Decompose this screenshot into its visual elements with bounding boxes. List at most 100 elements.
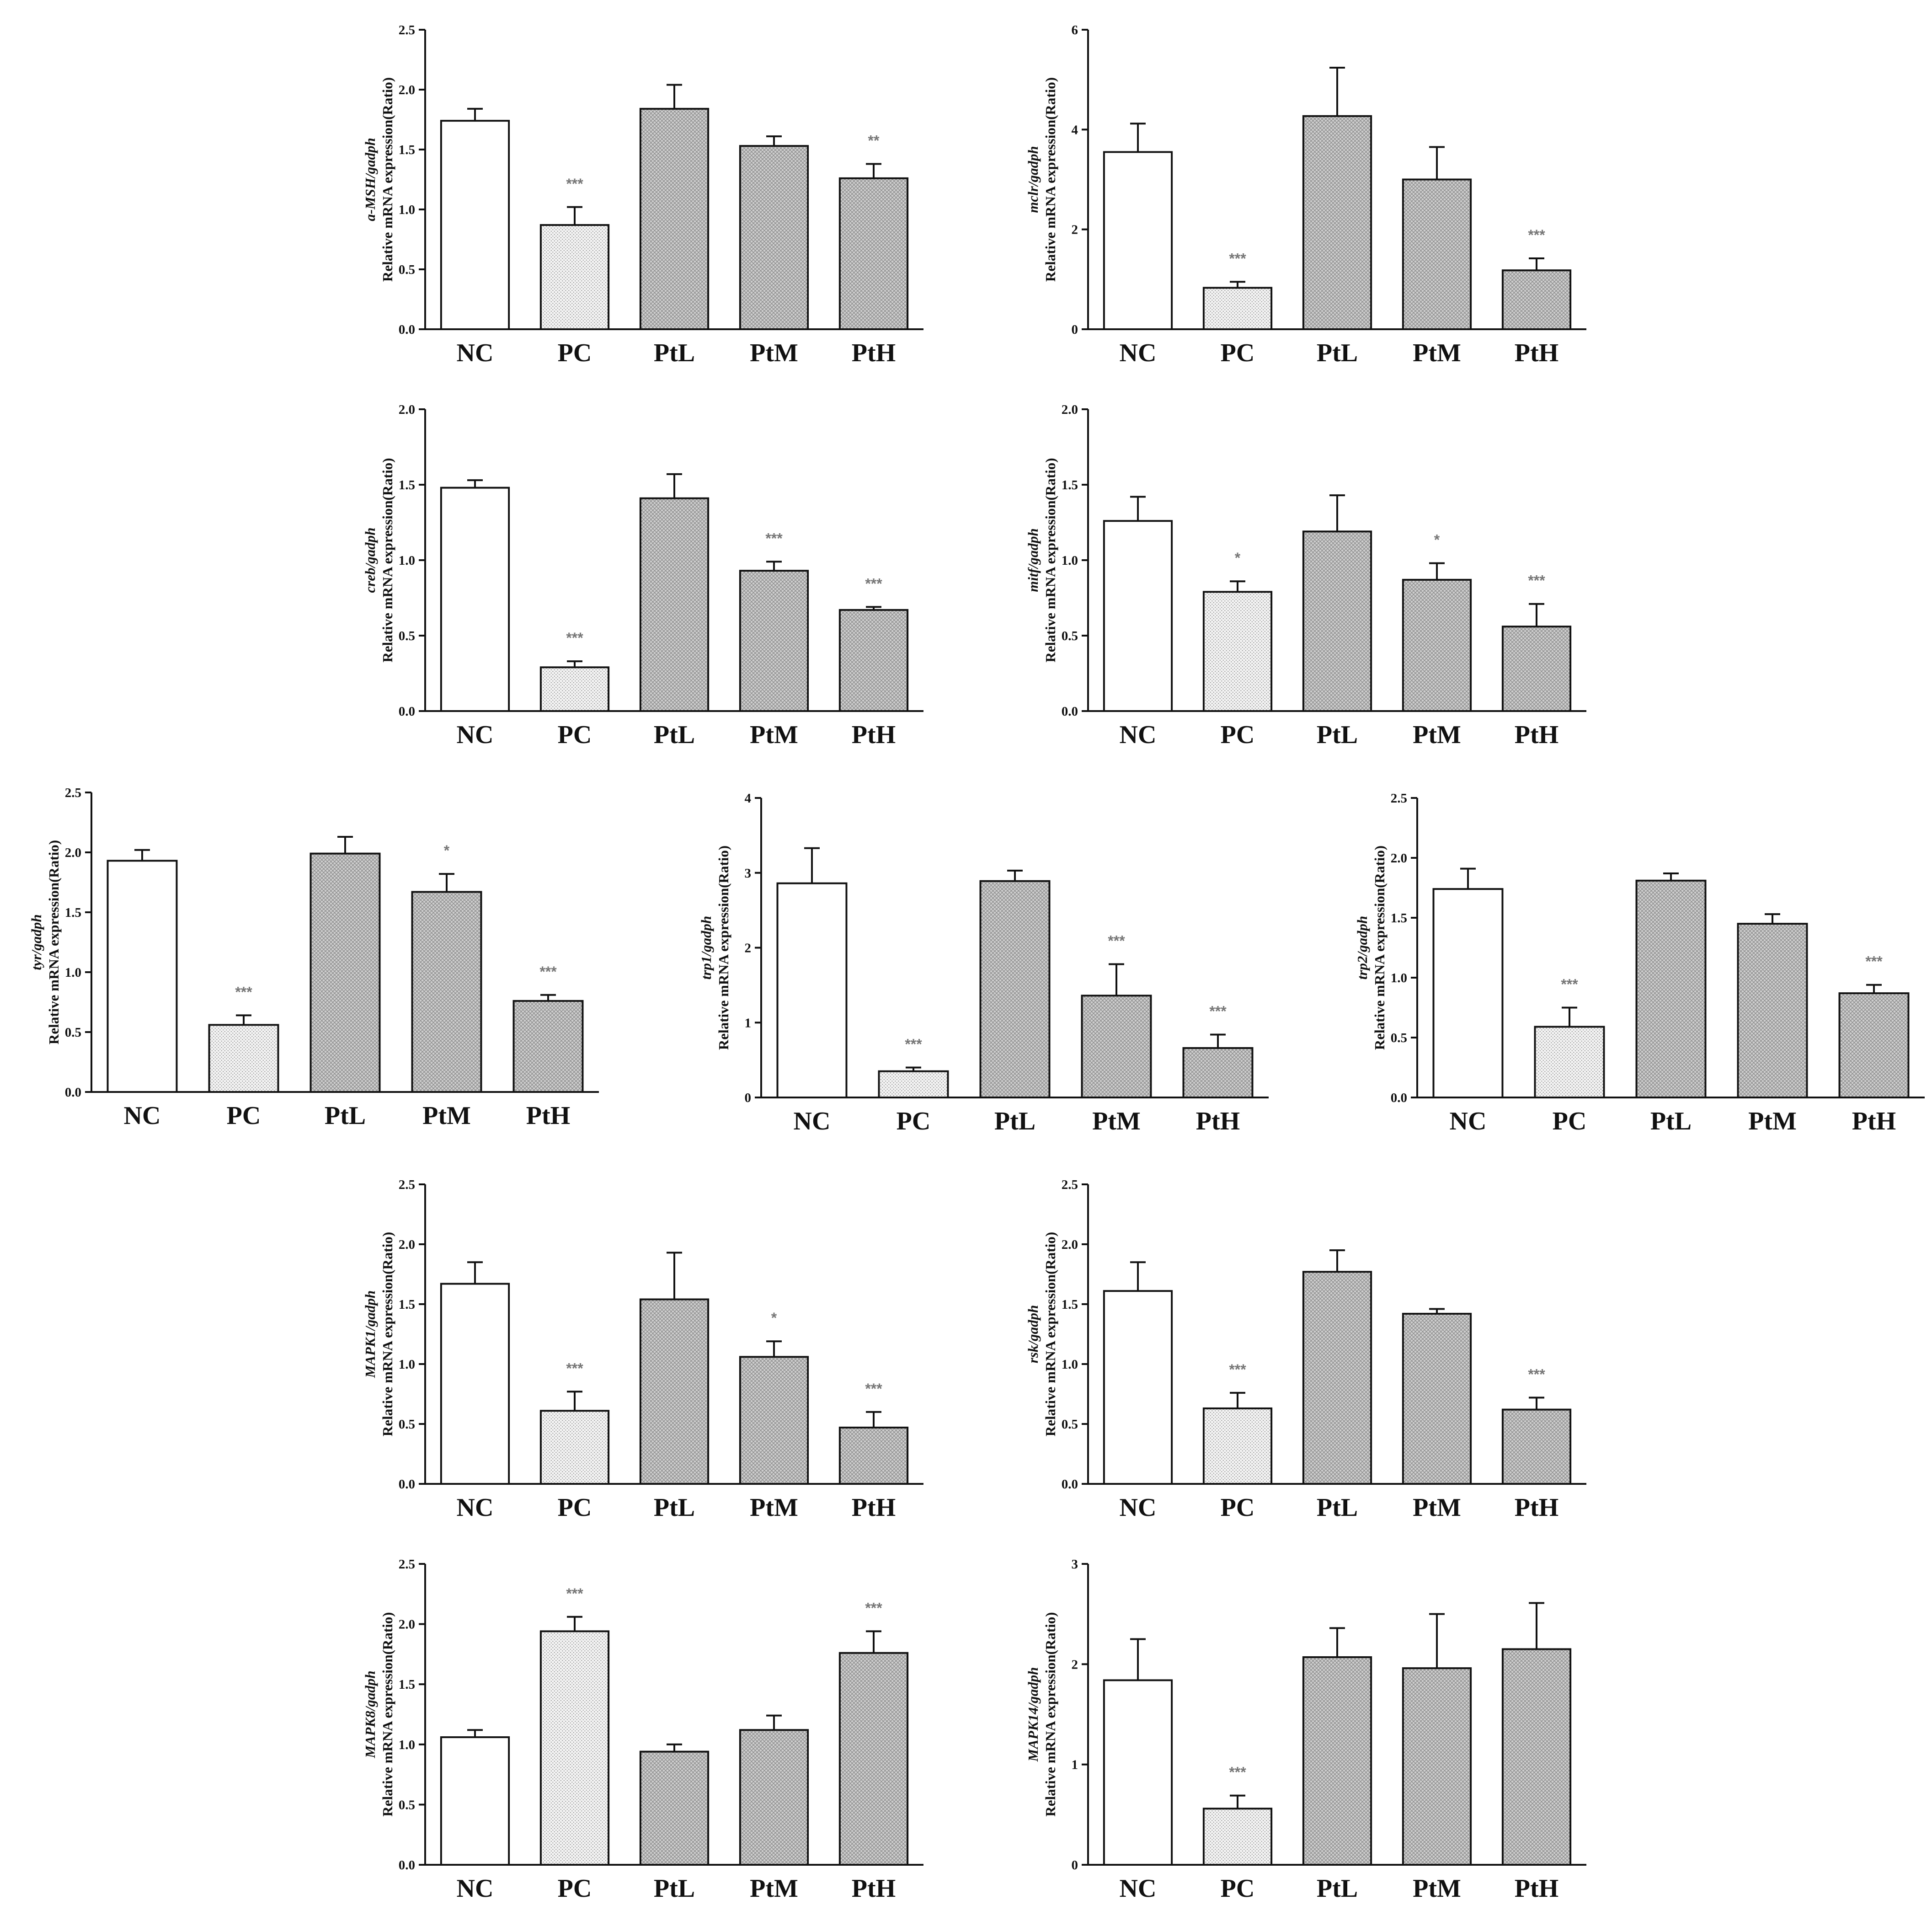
error-bar [1529, 1602, 1544, 1649]
error-bar [567, 206, 582, 225]
bar-ptm [1737, 923, 1808, 1098]
bar-pth [838, 177, 909, 330]
y-tick-label: 0.0 [1062, 704, 1078, 719]
category-label: PC [897, 1107, 931, 1135]
error-bar [766, 1340, 782, 1357]
y-tick-label: 1.5 [399, 478, 415, 492]
category-label: PtL [1317, 1874, 1358, 1903]
bar-pth [1501, 269, 1572, 331]
error-bar [567, 1391, 582, 1411]
error-bar [1130, 1638, 1146, 1681]
bar-ptm [739, 1729, 809, 1866]
error-bar [1866, 984, 1882, 994]
y-tick-label: 0.0 [399, 704, 415, 719]
bar-ptm [739, 570, 809, 712]
category-label: PtL [1317, 339, 1358, 367]
y-tick-label: 0 [1072, 1858, 1078, 1873]
error-bar [467, 107, 483, 121]
error-bar [1329, 494, 1345, 532]
error-bar [1529, 603, 1544, 627]
significance-marker: * [771, 1310, 777, 1326]
bar-ptl [1302, 115, 1372, 330]
error-bar [1230, 580, 1245, 592]
category-label: PtH [1515, 1874, 1558, 1903]
category-label: PtL [654, 1874, 695, 1903]
significance-marker: * [1235, 550, 1241, 566]
category-label: PtL [1317, 1493, 1358, 1522]
category-label: PtH [1515, 721, 1558, 749]
significance-marker: *** [539, 963, 557, 980]
category-label: PC [227, 1102, 261, 1130]
bar-pc [1534, 1026, 1605, 1098]
error-bar [1429, 562, 1445, 580]
y-tick-label: 2 [745, 941, 752, 956]
bar-pth [1501, 1648, 1572, 1866]
bar-pc [1202, 287, 1273, 330]
y-tick-label: 3 [1072, 1557, 1078, 1572]
y-tick-label: 4 [745, 791, 752, 806]
y-axis-title-gene: mitf/gadph [1025, 528, 1041, 592]
bar-pc [539, 1410, 610, 1485]
error-bar [1230, 281, 1245, 288]
category-label: PtM [1413, 1874, 1461, 1903]
chart-panel: NC *** PC PtL PtM *** PtH 0 2 4 6 mclr/gadph Relativ… [1025, 23, 1586, 367]
category-label: PC [1221, 1493, 1255, 1522]
y-axis-title-unit: Relative mRNA expression(Ratio) [379, 1612, 395, 1816]
bar-ptm [1402, 178, 1472, 330]
category-label: PtM [1413, 1493, 1461, 1522]
error-bar [667, 473, 682, 498]
bar-pth [838, 1426, 909, 1485]
error-bar [906, 1066, 921, 1071]
category-label: PtH [852, 339, 896, 367]
category-label: PtH [852, 1493, 896, 1522]
y-tick-label: 2 [1072, 223, 1078, 237]
y-axis-title-gene: MAPK14/gadph [1025, 1667, 1041, 1762]
y-tick-label: 6 [1072, 23, 1078, 37]
y-tick-label: 0.5 [1062, 629, 1078, 643]
y-tick-label: 3 [745, 866, 752, 881]
significance-marker: *** [566, 176, 583, 192]
bar-ptl [979, 880, 1051, 1098]
bar-ptl [1635, 879, 1707, 1099]
category-label: PtM [1413, 339, 1461, 367]
category-label: PC [1221, 1874, 1255, 1903]
y-axis-title-unit: Relative mRNA expression(Ratio) [379, 77, 395, 282]
y-axis-title-gene: a-MSH/gadph [362, 138, 378, 221]
category-label: PtM [750, 721, 798, 749]
bar-ptm [739, 145, 809, 330]
bar-pth [1501, 1408, 1572, 1485]
y-tick-label: 0 [1072, 322, 1078, 337]
significance-marker: *** [1229, 1764, 1246, 1781]
category-label: PtM [750, 339, 798, 367]
category-label: PtH [852, 721, 896, 749]
significance-marker: *** [1108, 933, 1125, 949]
significance-marker: * [444, 842, 450, 859]
error-bar [1329, 66, 1345, 116]
bar-pc [1202, 1407, 1273, 1485]
error-bar [467, 1261, 483, 1284]
category-label: PtL [325, 1102, 366, 1130]
error-bar [236, 1014, 251, 1025]
category-label: PtL [654, 339, 695, 367]
y-tick-label: 1.5 [1391, 911, 1407, 926]
error-bar [1460, 867, 1476, 889]
significance-marker: * [1434, 532, 1440, 548]
error-bar [866, 606, 881, 610]
y-tick-label: 2 [1072, 1657, 1078, 1672]
category-label: PtL [654, 1493, 695, 1522]
y-tick-label: 1.0 [399, 203, 415, 217]
y-tick-label: 0.0 [399, 1858, 415, 1873]
category-label: PC [1221, 339, 1255, 367]
y-tick-label: 1.5 [399, 1677, 415, 1692]
y-axis-title-unit: Relative mRNA expression(Ratio) [1042, 77, 1058, 282]
y-axis-title-unit: Relative mRNA expression(Ratio) [1042, 1232, 1058, 1436]
y-axis-title-gene: trp2/gadph [1354, 916, 1370, 980]
category-label: PtM [1092, 1107, 1141, 1135]
y-axis-title-unit: Relative mRNA expression(Ratio) [1042, 458, 1058, 662]
y-tick-label: 0.5 [399, 629, 415, 643]
category-label: PC [558, 1874, 592, 1903]
category-label: NC [1450, 1107, 1487, 1135]
error-bar [1130, 1261, 1146, 1291]
y-tick-label: 1.5 [399, 1297, 415, 1312]
significance-marker: *** [1865, 953, 1883, 970]
